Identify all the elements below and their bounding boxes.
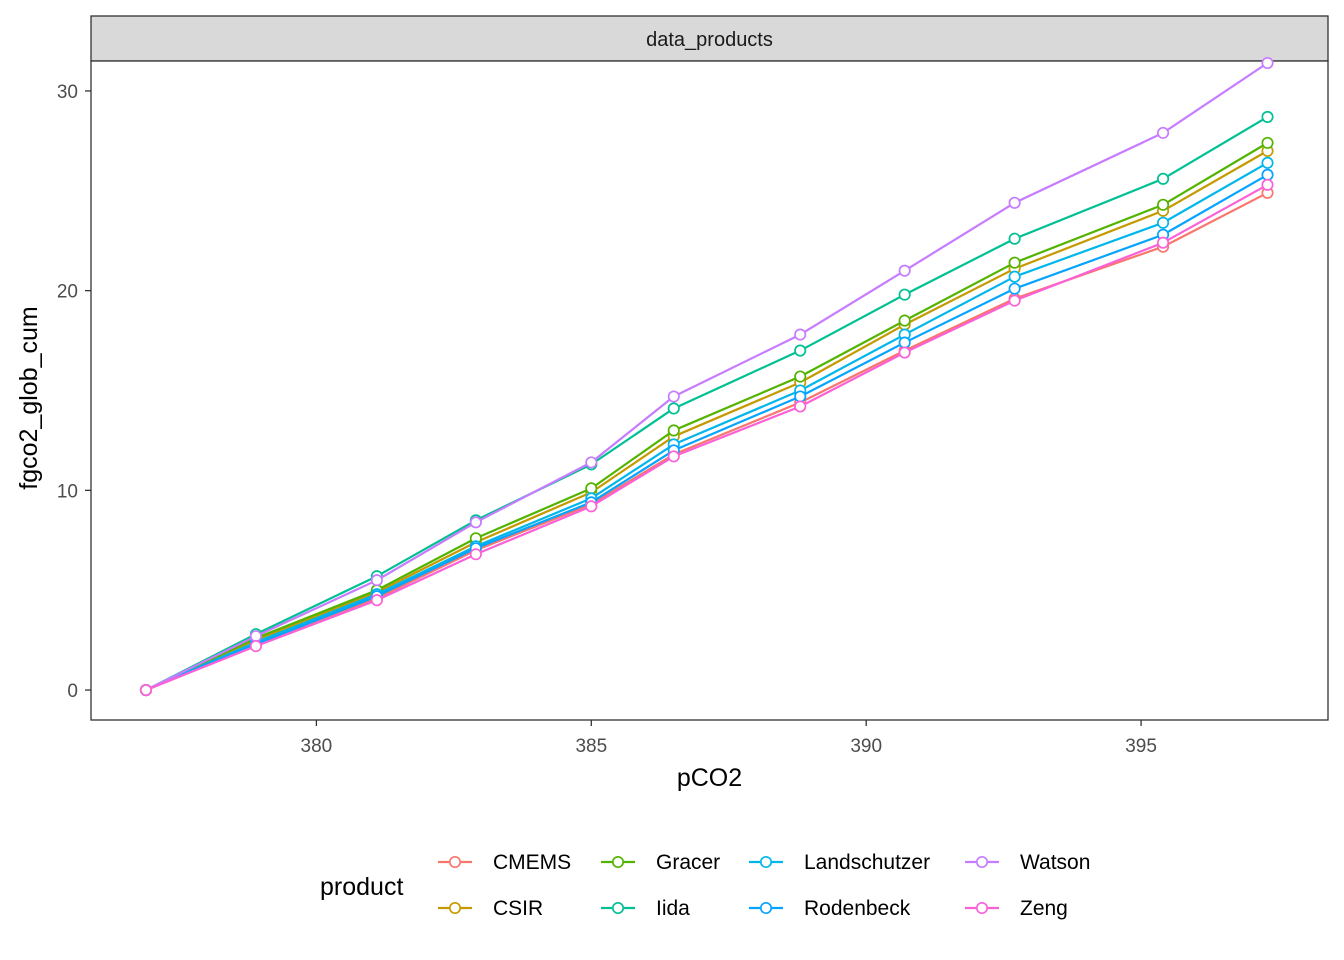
legend-key-point	[975, 901, 989, 915]
data-point-watson	[794, 328, 807, 341]
data-point-gracer	[1008, 256, 1021, 269]
legend-label: Zeng	[1020, 897, 1068, 920]
legend-key-point	[759, 855, 773, 869]
series-zeng	[139, 178, 1274, 697]
legend-item-cmems: CMEMS	[438, 851, 571, 874]
legend: product CMEMS CSIR Gracer Iida Landschutzer R…	[320, 851, 1090, 920]
data-point-landschutzer	[1008, 270, 1021, 283]
data-point-iida	[1157, 172, 1170, 185]
legend-item-landschutzer: Landschutzer	[749, 851, 930, 874]
data-point-iida	[1261, 110, 1274, 123]
data-point-watson	[667, 390, 680, 403]
data-point-watson	[469, 516, 482, 529]
data-point-rodenbeck	[898, 336, 911, 349]
data-point-rodenbeck	[1008, 282, 1021, 295]
data-point-rodenbeck	[794, 390, 807, 403]
data-point-watson	[1157, 126, 1170, 139]
y-tick-label: 10	[57, 481, 78, 502]
data-point-watson	[585, 456, 598, 469]
data-point-watson	[370, 574, 383, 587]
data-point-gracer	[794, 370, 807, 383]
x-tick-label: 390	[850, 736, 882, 757]
data-point-zeng	[1157, 236, 1170, 249]
x-tick-label: 385	[575, 736, 607, 757]
legend-key-point	[448, 901, 462, 915]
data-point-iida	[1008, 232, 1021, 245]
legend-label: Landschutzer	[804, 851, 930, 874]
data-point-zeng	[249, 640, 262, 653]
data-point-landschutzer	[1261, 156, 1274, 169]
data-point-gracer	[585, 482, 598, 495]
x-tick-label: 395	[1125, 736, 1157, 757]
data-point-zeng	[139, 683, 153, 697]
data-point-zeng	[1008, 294, 1021, 307]
legend-key-point	[759, 901, 773, 915]
legend-item-rodenbeck: Rodenbeck	[749, 897, 911, 920]
data-point-zeng	[469, 548, 482, 561]
legend-label: CMEMS	[493, 851, 571, 874]
data-point-zeng	[898, 346, 911, 359]
legend-title: product	[320, 873, 403, 901]
data-point-watson	[1261, 56, 1274, 70]
legend-label: Gracer	[656, 851, 720, 874]
data-point-zeng	[1261, 178, 1274, 191]
legend-label: Watson	[1020, 851, 1090, 874]
data-point-gracer	[1157, 198, 1170, 211]
y-axis-title: fgco2_glob_cum	[15, 306, 43, 489]
data-point-gracer	[898, 314, 911, 327]
series-watson	[139, 56, 1274, 697]
series-layer	[139, 56, 1274, 697]
y-axis: 0 10 20 30	[57, 82, 91, 702]
legend-label: Iida	[656, 897, 690, 920]
facet-label: data_products	[646, 29, 773, 51]
plot-panel	[90, 60, 1329, 721]
data-point-zeng	[794, 400, 807, 413]
data-point-iida	[794, 344, 807, 357]
data-point-watson	[898, 264, 911, 277]
data-point-watson	[1008, 196, 1021, 209]
legend-item-watson: Watson	[965, 851, 1090, 874]
y-tick-label: 20	[57, 282, 78, 303]
data-point-watson	[249, 630, 262, 643]
facet-strip	[90, 15, 1329, 62]
y-tick-label: 0	[67, 681, 78, 702]
legend-item-gracer: Gracer	[601, 851, 720, 874]
data-point-iida	[898, 288, 911, 301]
legend-item-csir: CSIR	[438, 897, 543, 920]
data-point-gracer	[667, 424, 680, 437]
data-point-landschutzer	[1157, 216, 1170, 229]
legend-key-point	[448, 855, 462, 869]
legend-key-point	[611, 855, 625, 869]
data-point-rodenbeck	[1261, 168, 1274, 181]
legend-label: Rodenbeck	[804, 897, 911, 920]
legend-item-zeng: Zeng	[965, 897, 1068, 920]
data-point-iida	[667, 402, 680, 415]
legend-key-point	[611, 901, 625, 915]
y-tick-label: 30	[57, 82, 78, 103]
x-axis: 380 385 390 395	[301, 720, 1157, 757]
x-tick-label: 380	[301, 736, 333, 757]
legend-item-iida: Iida	[601, 897, 690, 920]
data-point-zeng	[585, 500, 598, 513]
legend-key-point	[975, 855, 989, 869]
data-point-zeng	[370, 594, 383, 607]
data-point-gracer	[1261, 136, 1274, 149]
legend-label: CSIR	[493, 897, 543, 920]
x-axis-title: pCO2	[677, 764, 742, 792]
data-point-zeng	[667, 450, 680, 463]
